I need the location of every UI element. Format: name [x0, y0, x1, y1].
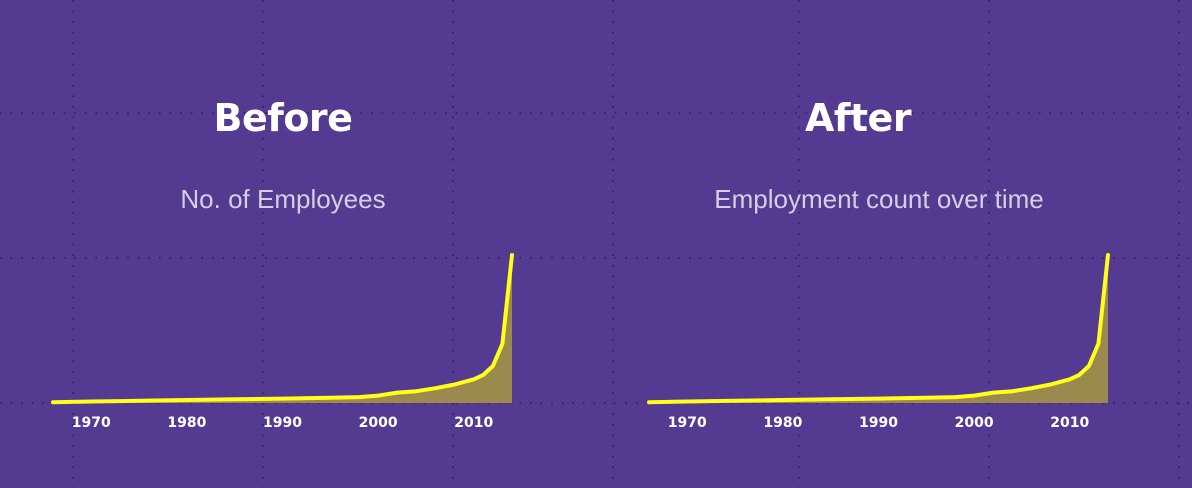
- x-tick-label: 2000: [359, 415, 398, 431]
- before-heading: Before: [213, 96, 353, 140]
- series-area: [649, 255, 1108, 403]
- x-tick-label: 1970: [668, 415, 707, 431]
- series-line: [51, 253, 514, 405]
- x-tick-label: 1990: [859, 415, 898, 431]
- x-tick-label: 1980: [167, 415, 206, 431]
- before-panel: Before No. of Employees 1970 1980 1990 2000…: [51, 96, 514, 431]
- before-chart-title: No. of Employees: [180, 184, 386, 214]
- after-panel: After Employment count over time 1970 198…: [596, 0, 1192, 488]
- x-tick-label: 1980: [763, 415, 802, 431]
- series-line: [647, 253, 1110, 405]
- x-tick-label: 2010: [454, 415, 493, 431]
- after-heading: After: [804, 96, 912, 140]
- x-tick-label: 2000: [955, 415, 994, 431]
- after-chart-title: Employment count over time: [714, 184, 1044, 214]
- before-chart: 1970 1980 1990 2000 2010: [51, 253, 514, 431]
- series-area: [53, 255, 512, 403]
- after-chart: 1970 1980 1990 2000 2010: [647, 253, 1110, 431]
- x-tick-label: 1990: [263, 415, 302, 431]
- x-tick-label: 2010: [1050, 415, 1089, 431]
- x-tick-label: 1970: [72, 415, 111, 431]
